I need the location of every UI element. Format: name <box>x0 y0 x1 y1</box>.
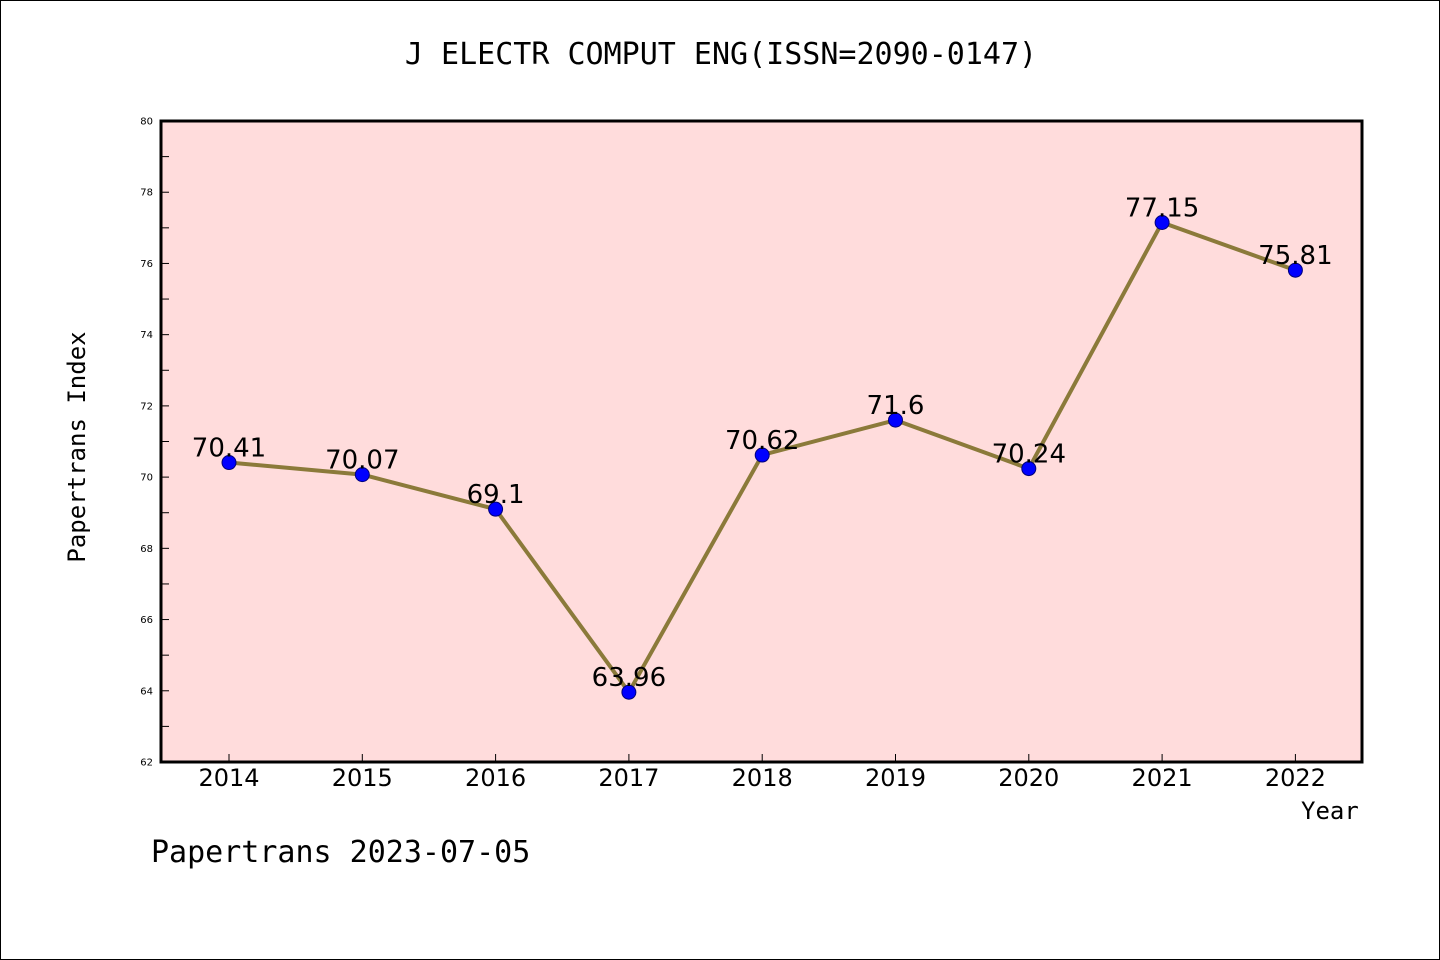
data-point <box>888 412 903 428</box>
data-label: 75.81 <box>1258 241 1332 271</box>
data-point <box>354 467 370 483</box>
y-tick-label: 74 <box>140 330 153 341</box>
data-label: 70.24 <box>992 440 1066 470</box>
x-axis-label: Year <box>1301 797 1359 825</box>
data-label: 63.96 <box>592 663 666 693</box>
x-tick-label: 2019 <box>865 764 926 792</box>
data-point <box>488 501 504 517</box>
data-point <box>1287 262 1303 278</box>
x-tick-label: 2016 <box>465 764 526 792</box>
data-label: 70.62 <box>725 426 799 456</box>
y-tick-label: 64 <box>140 686 153 697</box>
data-label: 70.07 <box>325 446 399 476</box>
x-tick-label: 2017 <box>598 764 659 792</box>
data-label: 69.1 <box>467 480 525 510</box>
x-tick-label: 2018 <box>732 764 793 792</box>
chart-title: J ELECTR COMPUT ENG(ISSN=2090-0147) <box>404 37 1038 72</box>
x-tick-label: 2014 <box>198 764 259 792</box>
data-point <box>221 455 237 471</box>
y-tick-label: 72 <box>140 401 153 412</box>
plot-frame <box>159 119 1364 764</box>
y-tick-label: 62 <box>140 758 153 769</box>
data-label: 77.15 <box>1125 193 1199 223</box>
data-point <box>621 684 637 700</box>
data-point <box>1021 461 1037 477</box>
x-tick-label: 2021 <box>1132 764 1193 792</box>
x-tick-label: 2022 <box>1265 764 1326 792</box>
y-tick-label: 78 <box>140 188 153 199</box>
y-tick-label: 68 <box>140 544 153 555</box>
data-point <box>754 447 770 463</box>
y-tick-label: 70 <box>140 473 153 484</box>
y-tick-label: 80 <box>140 117 153 128</box>
data-label: 70.41 <box>192 434 266 464</box>
y-tick-label: 66 <box>140 615 153 626</box>
x-tick-label: 2020 <box>998 764 1059 792</box>
data-point <box>1154 214 1170 230</box>
x-axis: 2014 2015 2016 2017 2018 2019 2020 2021 2022 <box>198 754 1326 792</box>
data-label: 71.6 <box>867 391 925 421</box>
x-tick-label: 2015 <box>332 764 393 792</box>
y-tick-label: 76 <box>140 259 153 270</box>
footer-note: Papertrans 2023-07-05 <box>151 835 531 870</box>
